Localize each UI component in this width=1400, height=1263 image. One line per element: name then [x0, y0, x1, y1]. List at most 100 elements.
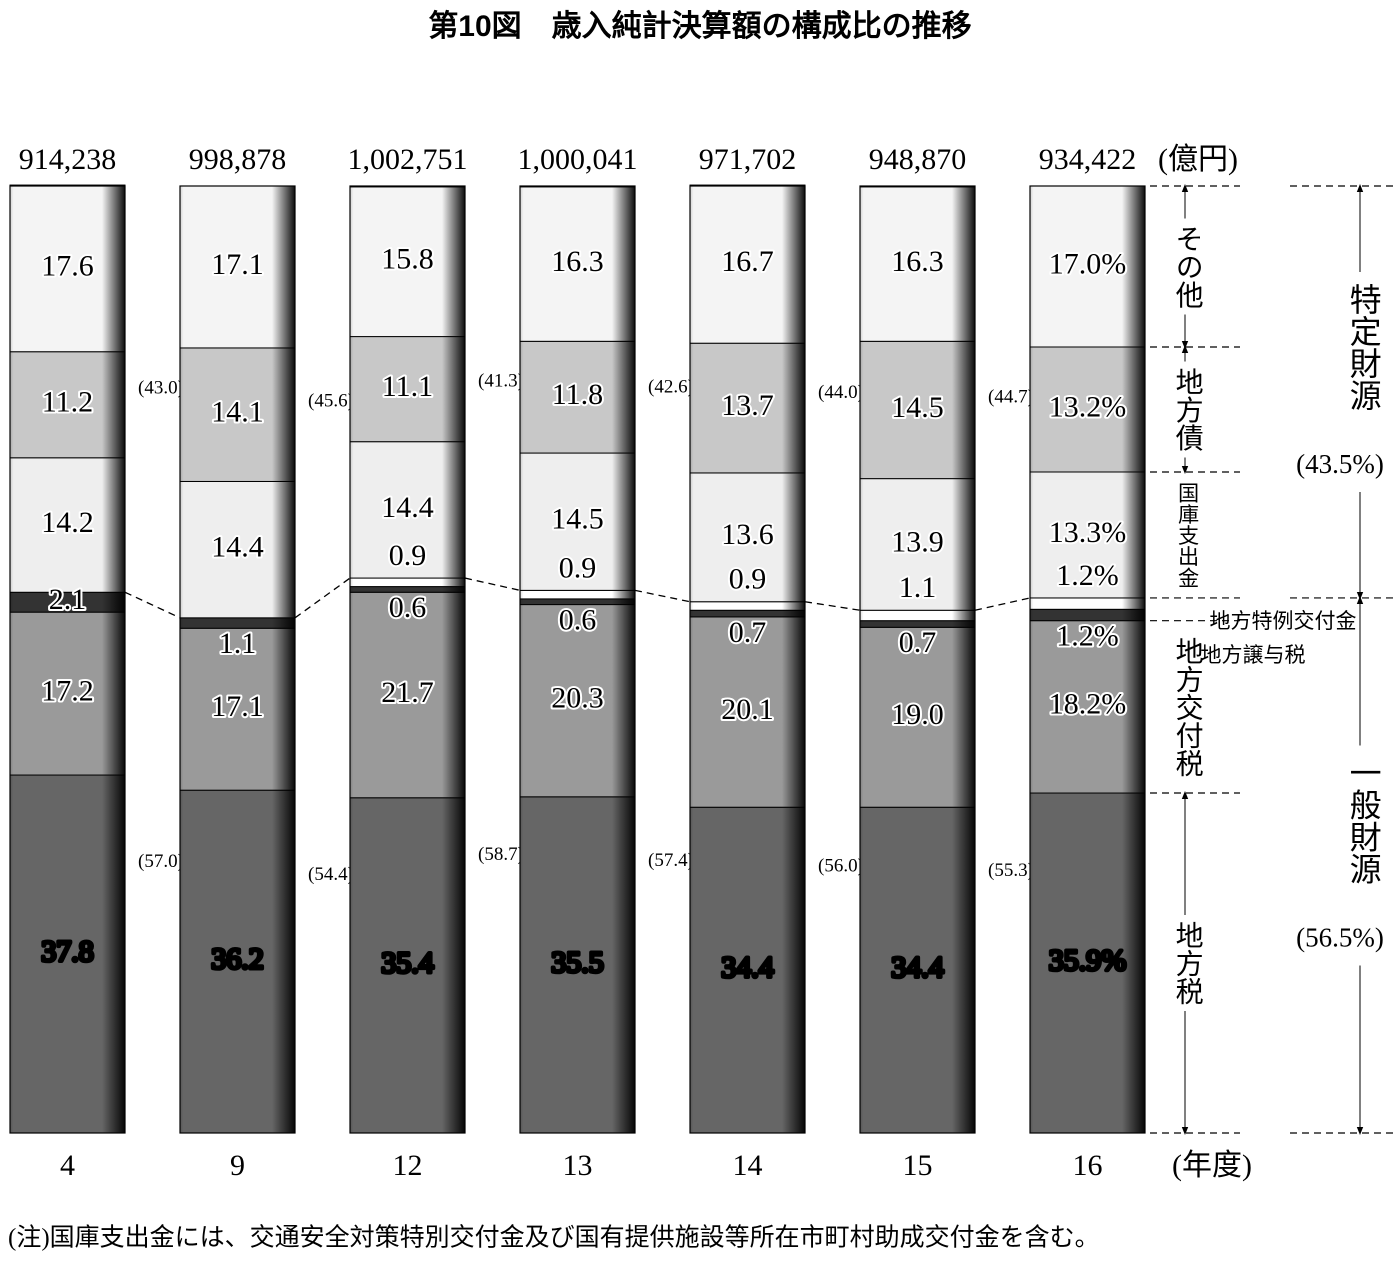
data-label: 13.7 [721, 389, 774, 422]
total-label: 948,870 [869, 143, 967, 176]
data-label: 13.9 [891, 525, 944, 558]
data-label: 13.6 [721, 518, 774, 551]
data-label: 0.7 [729, 616, 767, 649]
data-label: 1.1 [899, 571, 937, 604]
data-label: 13.2% [1049, 390, 1127, 423]
connector [294, 577, 351, 619]
data-label: 19.0 [891, 698, 944, 731]
data-label: 20.3 [551, 682, 604, 715]
share-label: (57.4) [648, 850, 694, 871]
data-label: 20.1 [721, 693, 774, 726]
series-label: 地方特例交付金 [1210, 609, 1357, 633]
data-label: 17.0% [1049, 247, 1127, 280]
data-label: 34.4 [891, 951, 944, 984]
data-label: 2.1 [49, 583, 87, 616]
unit-label: (億円) [1158, 143, 1238, 176]
data-label: 0.6 [389, 591, 427, 624]
data-label: 0.6 [559, 603, 597, 636]
data-label: 13.3% [1049, 516, 1127, 549]
data-label: 11.2 [42, 386, 93, 419]
bar-shade [519, 185, 636, 1134]
data-label: 1.2% [1056, 620, 1119, 653]
x-axis-label: (年度) [1172, 1149, 1252, 1182]
connector [464, 577, 521, 592]
total-label: 914,238 [19, 143, 117, 176]
chart-title: 第10図 歳入純計決算額の構成比の推移 [428, 9, 971, 43]
bar-shade [179, 185, 296, 1134]
share-label: (44.0) [818, 382, 864, 403]
data-label: 16.3 [891, 245, 944, 278]
data-label: 11.8 [552, 378, 603, 411]
x-tick-label: 9 [230, 1149, 245, 1182]
series-label: 地方税 [1172, 921, 1204, 1005]
connector [974, 597, 1031, 611]
group-name: 特定財源 [1346, 283, 1382, 411]
x-tick-label: 4 [60, 1149, 75, 1182]
share-label: (56.0) [818, 856, 864, 877]
share-label: (57.0) [138, 851, 184, 872]
data-label: 14.1 [211, 396, 264, 429]
connector [124, 591, 181, 619]
series-label: 地方譲与税 [1201, 643, 1306, 667]
data-label: 18.2% [1049, 688, 1127, 721]
data-label: 15.8 [381, 243, 434, 276]
share-label: (41.3) [478, 370, 524, 391]
series-label: その他 [1172, 224, 1204, 308]
x-tick-label: 14 [733, 1149, 763, 1182]
share-label: (55.3) [988, 860, 1034, 881]
data-label: 14.4 [381, 491, 434, 524]
data-label: 35.9% [1049, 944, 1127, 977]
data-label: 0.9 [389, 539, 427, 572]
bar-shade [349, 185, 466, 1134]
x-tick-label: 12 [393, 1149, 423, 1182]
bar-shade [9, 185, 126, 1134]
share-label: (42.6) [648, 377, 694, 398]
share-label: (56.5%) [1296, 923, 1384, 953]
share-label: (43.5%) [1296, 449, 1384, 479]
total-label: 934,422 [1039, 143, 1137, 176]
data-label: 0.9 [729, 563, 767, 596]
share-label: (44.7) [988, 386, 1034, 407]
data-label: 34.4 [721, 951, 774, 984]
x-tick-label: 15 [903, 1149, 933, 1182]
data-label: 36.2 [211, 942, 264, 975]
x-tick-label: 16 [1073, 1149, 1103, 1182]
share-label: (43.0) [138, 377, 184, 398]
total-label: 1,000,041 [518, 143, 638, 176]
share-label: (54.4) [308, 864, 354, 885]
share-label: (58.7) [478, 844, 524, 865]
data-label: 0.9 [559, 551, 597, 584]
data-label: 14.5 [891, 391, 944, 424]
note: (注)国庫支出金には、交通安全対策特別交付金及び国有提供施設等所在市町村助成交付… [8, 1224, 1100, 1252]
data-label: 11.1 [382, 370, 433, 403]
total-label: 998,878 [189, 143, 287, 176]
data-label: 17.1 [211, 690, 264, 723]
data-label: 14.4 [211, 531, 264, 564]
data-label: 35.4 [381, 946, 434, 979]
data-label: 16.7 [721, 245, 774, 278]
bar-shade [1029, 185, 1146, 1134]
data-label: 1.2% [1056, 559, 1119, 592]
data-label: 21.7 [381, 676, 434, 709]
data-label: 0.7 [899, 626, 937, 659]
bar-shade [689, 185, 806, 1134]
total-label: 971,702 [699, 143, 797, 176]
data-label: 14.5 [551, 503, 604, 536]
connector [634, 589, 691, 603]
connector [804, 601, 861, 611]
data-label: 1.1 [219, 627, 257, 660]
data-label: 35.5 [551, 946, 604, 979]
series-label: 国庫支出金 [1175, 482, 1199, 588]
data-label: 17.1 [211, 248, 264, 281]
bar-shade [859, 185, 976, 1134]
data-label: 17.6 [41, 249, 94, 282]
data-label: 37.8 [41, 935, 94, 968]
group-name: 一般財源 [1346, 756, 1382, 884]
data-label: 17.2 [41, 674, 94, 707]
share-label: (45.6) [308, 390, 354, 411]
data-label: 16.3 [551, 245, 604, 278]
series-label: 地方交付税 [1172, 636, 1204, 776]
x-tick-label: 13 [563, 1149, 593, 1182]
total-label: 1,002,751 [348, 143, 468, 176]
